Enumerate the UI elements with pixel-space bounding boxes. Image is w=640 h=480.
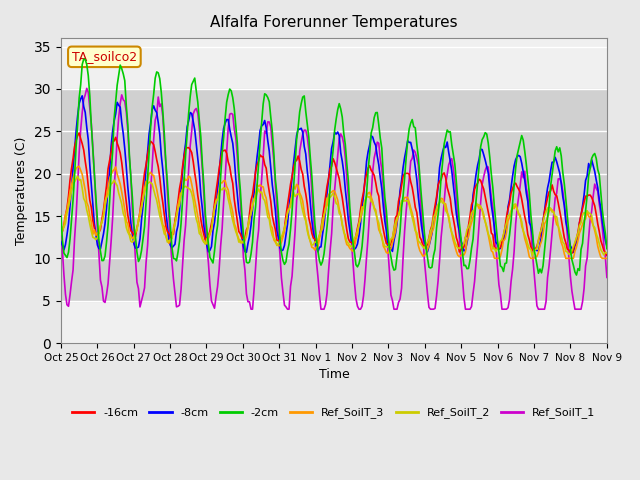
Legend: -16cm, -8cm, -2cm, Ref_SoilT_3, Ref_SoilT_2, Ref_SoilT_1: -16cm, -8cm, -2cm, Ref_SoilT_3, Ref_Soil… [68, 403, 600, 423]
Text: TA_soilco2: TA_soilco2 [72, 50, 137, 63]
Title: Alfalfa Forerunner Temperatures: Alfalfa Forerunner Temperatures [210, 15, 458, 30]
X-axis label: Time: Time [319, 368, 349, 381]
Y-axis label: Temperatures (C): Temperatures (C) [15, 136, 28, 245]
Bar [61, 89, 607, 300]
